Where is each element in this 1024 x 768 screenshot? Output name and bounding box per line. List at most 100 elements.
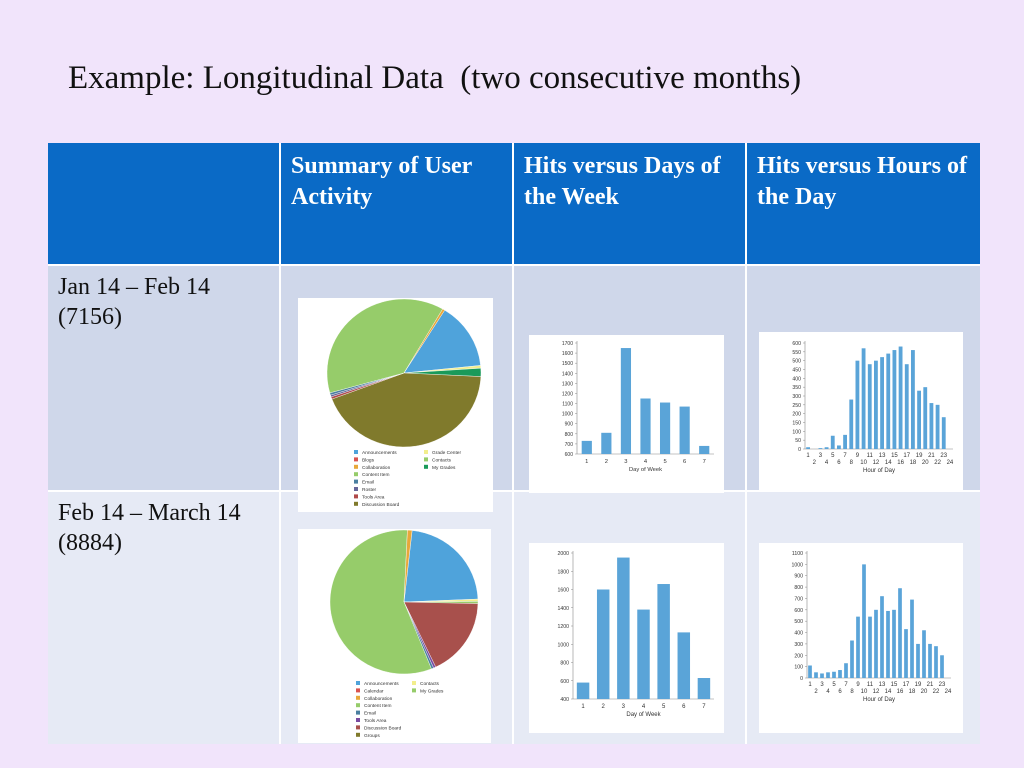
- bar: [844, 663, 848, 678]
- bar: [880, 357, 884, 449]
- bar: [806, 447, 810, 449]
- legend-label: Tools Area: [364, 718, 387, 724]
- pie-slice: [403, 529, 413, 603]
- row-label-jan: Jan 14 – Feb 14 (7156): [48, 266, 279, 490]
- bar: [861, 348, 866, 449]
- legend-swatch: [356, 718, 360, 722]
- legend-swatch: [356, 725, 360, 730]
- bar: [910, 599, 914, 678]
- legend-swatch: [412, 681, 416, 685]
- bar: [699, 445, 710, 454]
- x-tick-label: 3: [624, 459, 627, 465]
- x-axis-label: Hour of Day: [863, 697, 895, 703]
- y-tick-label: 1000: [562, 412, 573, 418]
- bar: [928, 643, 932, 678]
- legend-label: Email: [362, 480, 374, 486]
- legend-swatch: [354, 457, 358, 462]
- pie-chart-jan: Announcements Grade Center Blogs Contacts Co…: [298, 298, 493, 512]
- x-tick-label: 13: [879, 682, 886, 688]
- bar: [637, 609, 650, 699]
- y-tick-label: 900: [565, 422, 574, 428]
- legend-swatch: [424, 457, 428, 462]
- x-tick-label: 17: [903, 682, 910, 688]
- y-tick-label: 100: [794, 665, 803, 671]
- x-axis-label: Day of Week: [626, 712, 661, 718]
- bar: [868, 616, 872, 678]
- y-tick-label: 400: [792, 376, 801, 382]
- x-tick-label: 9: [856, 453, 860, 459]
- y-tick-label: 900: [794, 574, 803, 580]
- y-tick-label: 800: [565, 432, 574, 438]
- bar: [620, 348, 632, 454]
- x-tick-label: 7: [703, 459, 706, 465]
- y-tick-label: 0: [800, 676, 803, 682]
- y-tick-label: 150: [792, 421, 801, 427]
- y-tick-label: 800: [560, 661, 569, 667]
- y-tick-label: 500: [794, 619, 803, 625]
- pie-slice: [403, 309, 481, 374]
- bar: [923, 387, 928, 449]
- bar: [832, 671, 836, 678]
- x-tick-label: 6: [682, 704, 686, 710]
- legend-label: Grade Center: [432, 450, 461, 456]
- x-tick-label: 2: [602, 704, 606, 710]
- x-tick-label: 10: [860, 460, 867, 466]
- bar: [843, 434, 847, 449]
- x-tick-label: 1: [581, 704, 585, 710]
- legend-label: Roster: [362, 487, 377, 493]
- y-tick-label: 600: [560, 679, 569, 685]
- header-cell-empty: [48, 143, 279, 264]
- row-label-feb: Feb 14 – March 14 (8884): [48, 492, 279, 744]
- x-tick-label: 5: [662, 704, 666, 710]
- x-tick-label: 2: [814, 689, 818, 695]
- x-tick-label: 1: [806, 453, 810, 459]
- legend-label: Calendar: [364, 688, 384, 694]
- bar: [904, 364, 909, 449]
- pie-slice: [403, 308, 446, 374]
- legend-label: Email: [364, 711, 376, 717]
- y-tick-label: 600: [794, 608, 803, 614]
- legend-label: Blogs: [362, 457, 375, 463]
- bar-chart-svg: 0100200300400500600700800900100011001234…: [791, 551, 952, 703]
- x-tick-label: 2: [813, 460, 817, 466]
- bar: [838, 670, 842, 678]
- total-label: (8884): [58, 530, 122, 556]
- total-label: (7156): [58, 304, 122, 330]
- x-tick-label: 6: [837, 460, 841, 466]
- legend-label: Contacts: [420, 681, 440, 687]
- pie-slice: [331, 372, 482, 448]
- period-label: Feb 14 – March 14: [58, 500, 241, 526]
- bar: [596, 589, 610, 699]
- bar: [850, 640, 854, 678]
- x-tick-label: 15: [891, 453, 898, 459]
- x-tick-label: 3: [820, 682, 824, 688]
- x-tick-label: 16: [897, 689, 904, 695]
- legend-swatch: [424, 464, 428, 469]
- legend-label: Discussion Board: [362, 502, 400, 508]
- y-tick-label: 1000: [557, 642, 569, 648]
- x-tick-label: 17: [903, 453, 910, 459]
- x-tick-label: 7: [844, 682, 848, 688]
- x-tick-label: 7: [843, 453, 847, 459]
- x-tick-label: 19: [915, 682, 922, 688]
- legend-swatch: [354, 494, 358, 499]
- bar-chart-hours-feb: 0 100 200 300 400 500 600 700 800 900 1000 1100 1 2 3 4…: [759, 543, 963, 733]
- pie-slice: [326, 298, 443, 394]
- slide-title: Example: Longitudinal Data (two consecut…: [68, 60, 802, 96]
- y-tick-label: 700: [565, 442, 574, 448]
- x-tick-label: 14: [885, 460, 892, 466]
- bar: [657, 584, 670, 699]
- x-tick-label: 4: [826, 689, 830, 695]
- x-tick-label: 11: [867, 453, 874, 459]
- bar: [867, 364, 872, 449]
- y-tick-label: 350: [792, 385, 801, 391]
- legend-label: Groups: [364, 733, 380, 739]
- x-tick-label: 21: [927, 682, 934, 688]
- legend-swatch: [356, 688, 360, 693]
- pie-chart-svg: Announcements Grade Center Blogs Contacts Co…: [326, 298, 482, 508]
- bar: [617, 557, 630, 699]
- y-tick-label: 1800: [557, 569, 569, 575]
- header-hours: Hits versus Hours of the Day: [747, 143, 980, 264]
- bar: [940, 655, 944, 678]
- y-tick-label: 550: [792, 350, 801, 356]
